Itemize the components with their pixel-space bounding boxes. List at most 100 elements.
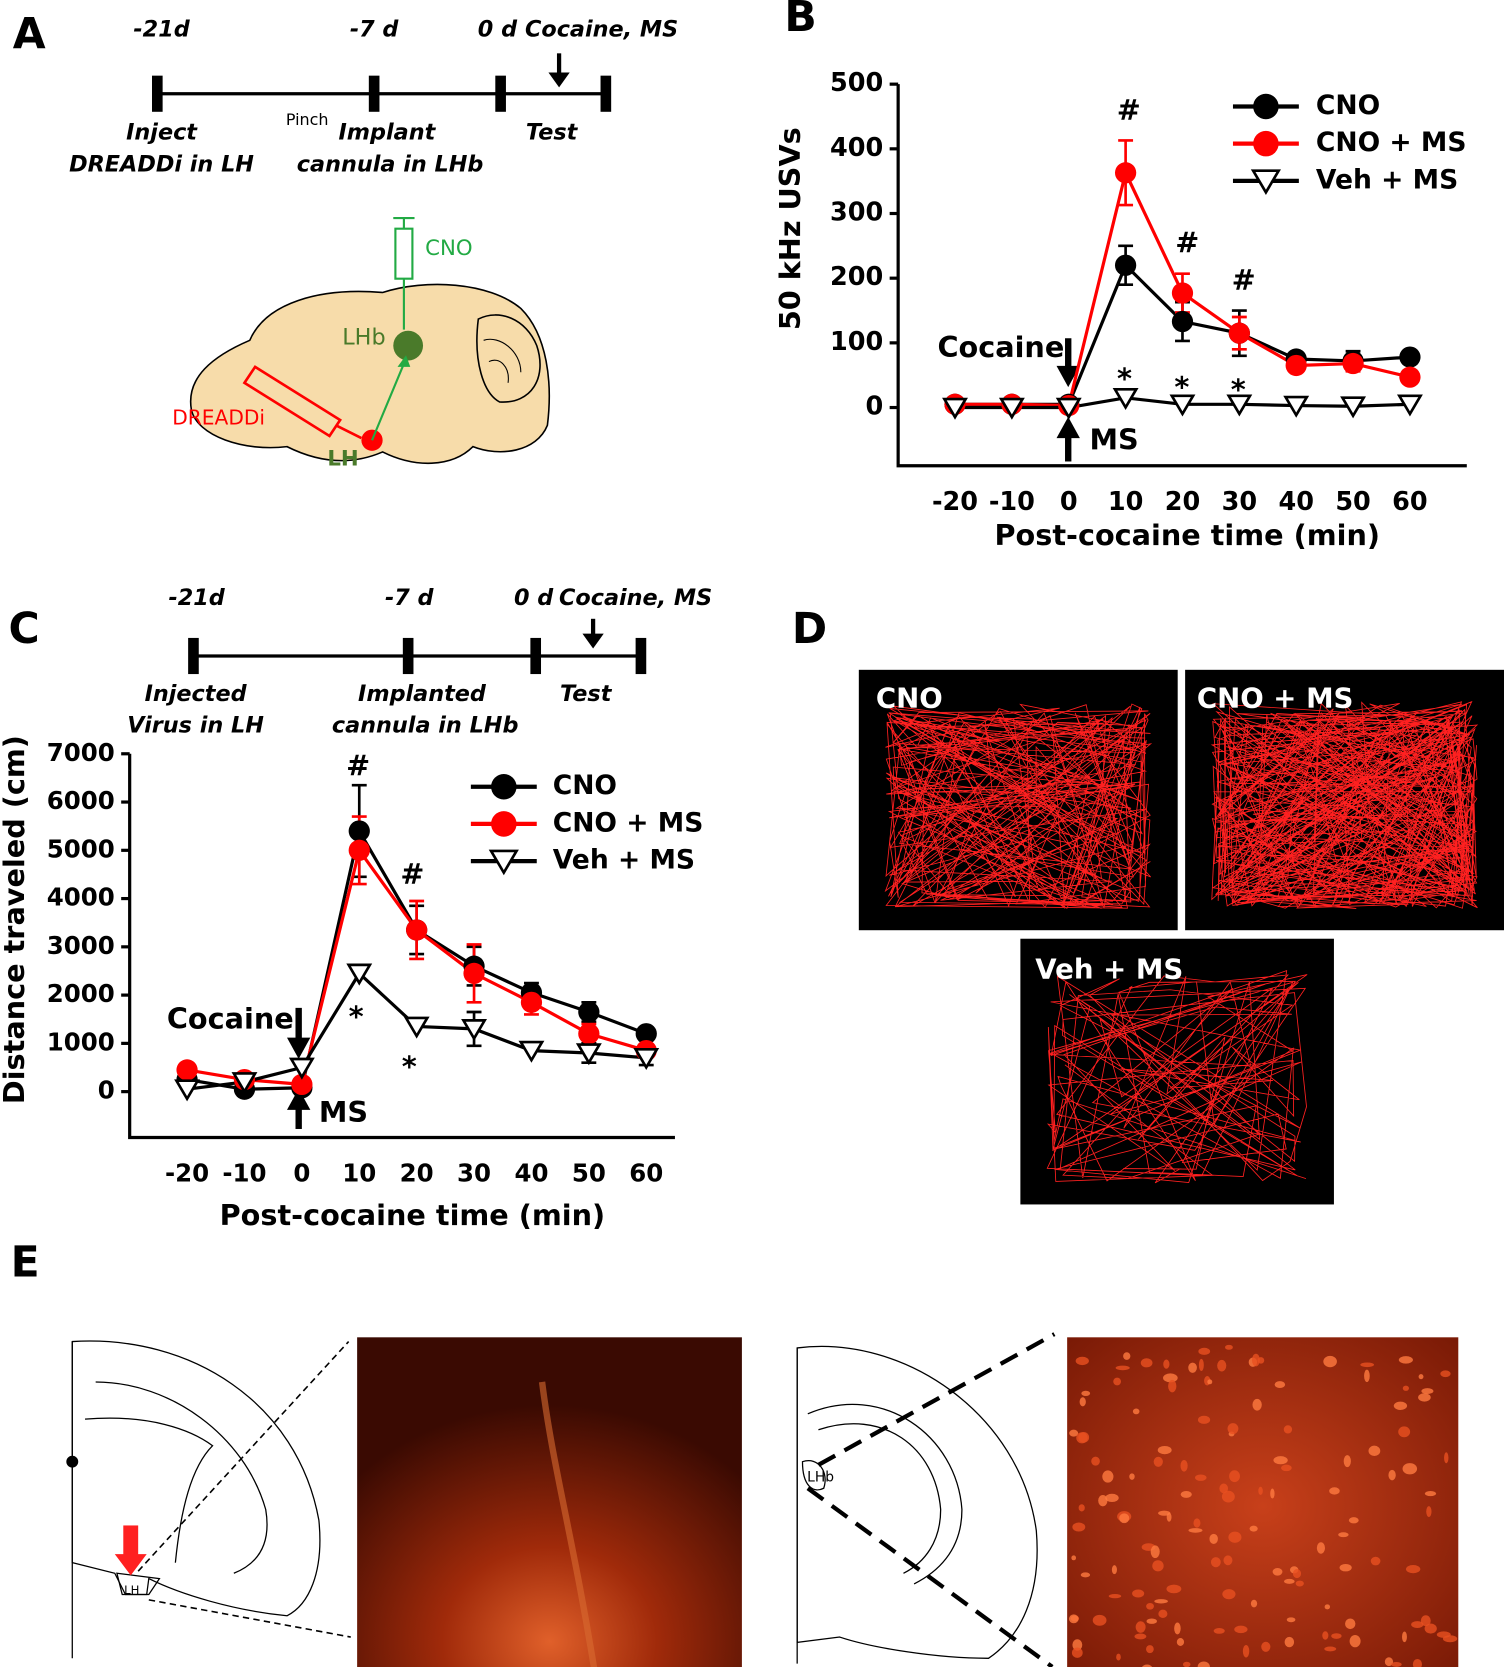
- annotation: #: [1117, 93, 1141, 127]
- annotation: *: [1174, 370, 1189, 404]
- cell: [1284, 1636, 1295, 1648]
- cell: [1424, 1623, 1437, 1634]
- cell: [1146, 1618, 1157, 1624]
- timeline-label: -7 d: [350, 16, 400, 42]
- cell: [1193, 1518, 1201, 1528]
- cell: [1324, 1604, 1331, 1610]
- cell: [1197, 1415, 1211, 1424]
- cell: [1197, 1661, 1210, 1667]
- x-tick-label: 0: [1060, 487, 1078, 517]
- region-label: LHb: [807, 1470, 834, 1486]
- x-tick-label: 0: [293, 1159, 310, 1188]
- timeline-c: [188, 618, 647, 675]
- marker: [998, 397, 1025, 420]
- cell: [1388, 1469, 1396, 1481]
- track-trace: [1210, 700, 1479, 909]
- annotation: #: [1175, 226, 1199, 260]
- cell: [1270, 1488, 1275, 1499]
- cell: [1338, 1532, 1349, 1538]
- panel-letter: E: [11, 1239, 40, 1288]
- x-tick-label: 20: [1165, 487, 1201, 517]
- marker: [1112, 387, 1139, 411]
- marker: [406, 919, 428, 941]
- cell: [1345, 1618, 1356, 1630]
- event-label: DREADDi in LH: [69, 151, 254, 177]
- cell: [1146, 1602, 1154, 1610]
- panel-letter: B: [784, 0, 816, 42]
- track-trace: [1046, 969, 1308, 1184]
- arrow: [123, 1525, 139, 1558]
- x-tick-label: 60: [1392, 487, 1428, 517]
- marker: [1396, 394, 1423, 417]
- cell: [1420, 1615, 1431, 1627]
- event-label: Implant: [339, 120, 437, 146]
- cell: [1250, 1599, 1258, 1608]
- cell: [1272, 1567, 1283, 1576]
- cell: [1384, 1657, 1394, 1667]
- track-label: Veh + MS: [1035, 953, 1183, 986]
- zoom-line: [137, 1341, 350, 1572]
- cell: [1349, 1634, 1361, 1648]
- annotation: #: [1232, 263, 1256, 297]
- cell: [1210, 1557, 1221, 1568]
- cell: [1168, 1379, 1177, 1393]
- brain-section: [66, 1340, 321, 1659]
- cell: [1092, 1614, 1107, 1626]
- cell: [1217, 1359, 1227, 1372]
- cell: [1157, 1445, 1172, 1455]
- cell: [1163, 1373, 1178, 1383]
- cell: [1123, 1352, 1131, 1360]
- cell: [1188, 1362, 1197, 1373]
- legend-label: Veh + MS: [1316, 164, 1458, 195]
- cell: [1444, 1452, 1449, 1464]
- y-tick-label: 1000: [47, 1027, 115, 1056]
- marker: [1342, 352, 1364, 375]
- cell: [1424, 1490, 1437, 1497]
- axes: [128, 753, 675, 1140]
- cell: [1222, 1589, 1236, 1600]
- cell: [1071, 1555, 1077, 1561]
- cell: [1329, 1487, 1340, 1495]
- cell: [1440, 1370, 1451, 1378]
- brain-label: LH: [327, 446, 358, 471]
- cell: [1142, 1664, 1153, 1667]
- marker: [346, 963, 373, 986]
- marker: [1285, 354, 1307, 377]
- marker: [291, 1073, 313, 1096]
- marker: [578, 1001, 600, 1023]
- brain-section: [796, 1345, 1038, 1664]
- marker: [1055, 397, 1082, 420]
- cell: [1228, 1531, 1242, 1543]
- cells: [1068, 1344, 1458, 1667]
- annotation: MS: [319, 1095, 368, 1129]
- cell: [1286, 1617, 1296, 1623]
- legend-marker: [488, 849, 519, 876]
- cell: [1158, 1609, 1168, 1618]
- timeline-a: [151, 53, 612, 112]
- y-tick-label: 500: [830, 68, 883, 98]
- cell: [1273, 1456, 1288, 1465]
- cell: [1153, 1456, 1163, 1467]
- cell: [1223, 1555, 1233, 1566]
- cell: [1102, 1470, 1114, 1483]
- cell: [1249, 1525, 1258, 1532]
- marker: [1226, 394, 1253, 417]
- y-axis-label: 50 kHz USVs: [773, 127, 807, 330]
- panel-letter: A: [13, 10, 46, 59]
- cell: [1295, 1580, 1304, 1587]
- cell: [1135, 1621, 1146, 1633]
- cell: [1316, 1542, 1326, 1554]
- micrograph: [357, 1337, 742, 1667]
- cell: [1324, 1646, 1337, 1652]
- cell: [1343, 1455, 1351, 1468]
- y-tick-label: 100: [830, 327, 883, 357]
- y-tick-label: 300: [830, 198, 883, 228]
- marker: [231, 1072, 258, 1095]
- cell: [1180, 1490, 1192, 1498]
- y-tick-label: 4000: [47, 883, 115, 912]
- micrograph-track: [538, 1381, 598, 1667]
- cell: [1076, 1432, 1088, 1444]
- marker: [1283, 395, 1310, 418]
- cell: [1119, 1513, 1130, 1524]
- marker: [518, 1040, 545, 1063]
